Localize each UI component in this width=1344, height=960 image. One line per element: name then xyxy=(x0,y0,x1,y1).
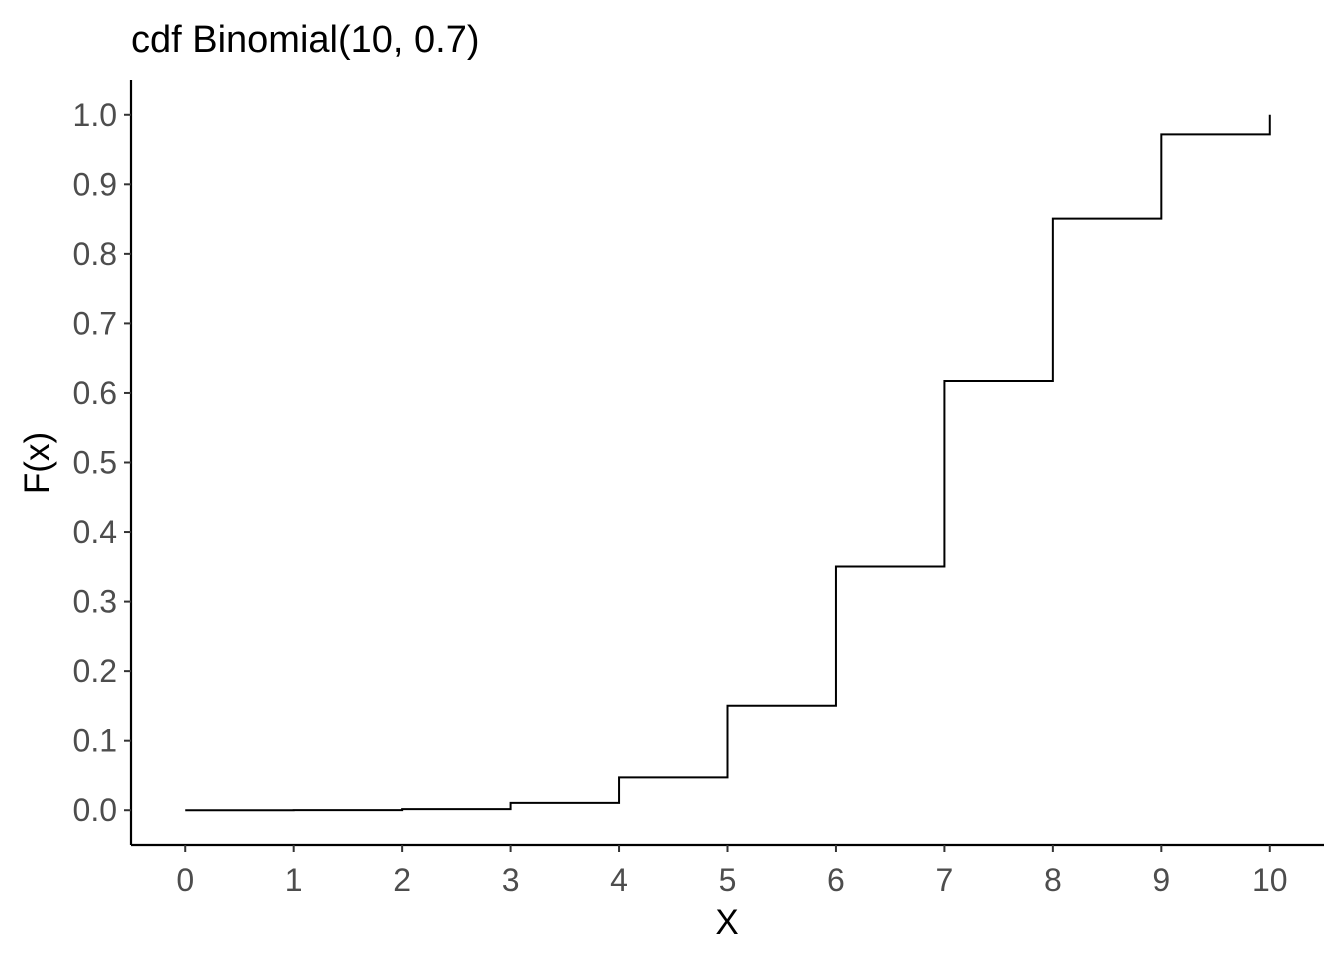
x-tick-label: 10 xyxy=(1252,862,1288,898)
x-tick-label: 5 xyxy=(719,862,737,898)
y-axis: 0.0 0.1 0.2 0.3 0.4 0.5 0.6 0.7 0.8 0.9 1.0 xyxy=(73,80,133,845)
y-tick-label: 1.0 xyxy=(73,97,117,133)
y-tick-label: 0.5 xyxy=(73,445,117,481)
y-tick-label: 0.0 xyxy=(73,792,117,828)
cdf-step-line xyxy=(185,114,1271,812)
x-tick-label: 7 xyxy=(936,862,954,898)
series xyxy=(185,114,1271,812)
x-tick-label: 1 xyxy=(285,862,303,898)
y-tick-label: 0.4 xyxy=(73,514,117,550)
x-axis-title: X xyxy=(715,903,738,942)
x-tick-label: 9 xyxy=(1152,862,1170,898)
chart-title: cdf Binomial(10, 0.7) xyxy=(131,19,480,61)
y-axis-title: F(x) xyxy=(18,432,57,494)
y-tick-label: 0.3 xyxy=(73,584,117,620)
x-tick-label: 4 xyxy=(610,862,628,898)
x-axis: 0 1 2 3 4 5 6 7 8 9 10 xyxy=(131,843,1324,898)
x-tick-label: 0 xyxy=(176,862,194,898)
y-tick-label: 0.9 xyxy=(73,166,117,202)
x-tick-label: 3 xyxy=(502,862,520,898)
y-tick-label: 0.2 xyxy=(73,653,117,689)
y-tick-label: 0.1 xyxy=(73,723,117,759)
y-tick-label: 0.8 xyxy=(73,236,117,272)
x-tick-label: 2 xyxy=(393,862,411,898)
x-tick-label: 8 xyxy=(1044,862,1062,898)
y-tick-label: 0.6 xyxy=(73,375,117,411)
y-tick-label: 0.7 xyxy=(73,305,117,341)
x-tick-label: 6 xyxy=(827,862,845,898)
